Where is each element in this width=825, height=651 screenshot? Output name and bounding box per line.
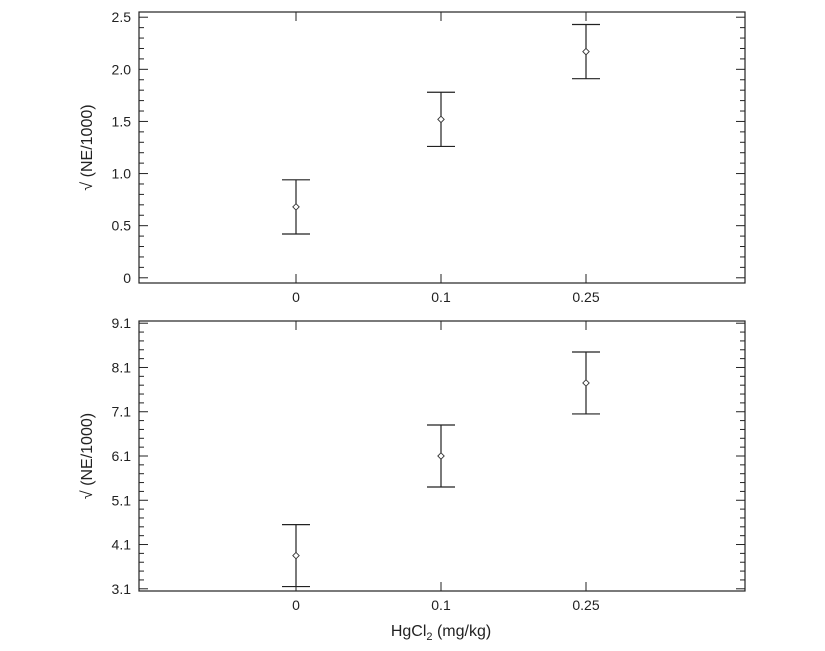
y-tick-label: 4.1 — [112, 537, 132, 553]
data-point-0 — [292, 203, 300, 211]
y-axis-title: √ (NE/1000) — [79, 104, 96, 190]
y-tick-label: 8.1 — [112, 359, 132, 375]
y-tick-label: 3.1 — [112, 581, 132, 597]
y-tick-label: 2.0 — [112, 61, 132, 77]
y-tick-label: 0.5 — [112, 218, 132, 234]
y-tick-label: 7.1 — [112, 404, 132, 420]
plot-frame — [138, 11, 746, 284]
x-tick-label: 0 — [292, 597, 300, 613]
x-axis-title: HgCl2 (mg/kg) — [391, 623, 491, 643]
y-tick-label: 9.1 — [112, 315, 132, 331]
x-axis-title-main: HgCl — [391, 623, 427, 640]
x-tick-label: 0.25 — [572, 597, 599, 613]
x-tick-label: 0 — [292, 289, 300, 305]
x-axis-title-unit: (mg/kg) — [433, 623, 492, 640]
x-tick-label: 0.1 — [431, 289, 451, 305]
y-tick-label: 1.5 — [112, 113, 132, 129]
data-point-0 — [292, 551, 300, 560]
x-tick-label: 0.25 — [572, 289, 599, 305]
y-tick-label: 0 — [123, 270, 131, 286]
y-tick-label: 5.1 — [112, 492, 132, 508]
data-point-2 — [582, 379, 590, 387]
data-point-1 — [437, 115, 445, 124]
x-axis-title-subscript: 2 — [426, 631, 432, 643]
y-tick-label: 1.0 — [112, 166, 132, 182]
data-point-1 — [437, 452, 445, 460]
x-tick-label: 0.1 — [431, 597, 451, 613]
data-point-2 — [582, 47, 590, 56]
bottom-panel: 3.1 4.1 5.1 6.1 7.1 8.1 9.1 0 0.1 0.25 √ (NE/1000) — [79, 315, 746, 613]
y-axis-title: √ (NE/1000) — [79, 413, 96, 499]
top-panel: 0 0.5 1.0 1.5 2.0 2.5 0 0.1 0.25 √ (NE/1000) — [79, 9, 746, 305]
y-tick-label: 2.5 — [112, 9, 132, 25]
y-tick-label: 6.1 — [112, 448, 132, 464]
